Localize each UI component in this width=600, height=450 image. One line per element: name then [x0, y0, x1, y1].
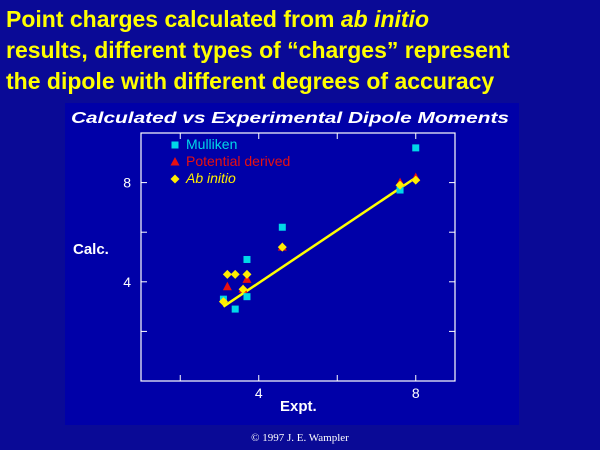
ab-initio-point [230, 269, 240, 279]
fit-layer [222, 176, 417, 308]
legend-marker-mulliken [171, 141, 179, 149]
ab-initio-point [277, 242, 287, 252]
ab-initio-point [238, 284, 248, 294]
mulliken-point [278, 223, 286, 231]
chart-title: Calculated vs Experimental Dipole Moment… [71, 110, 509, 127]
ticks: 4 8 4 8 [123, 133, 455, 401]
mulliken-point [396, 186, 404, 194]
ab-initio-point [218, 297, 228, 307]
ab-initio-point [222, 269, 232, 279]
slide-title: Point charges calculated from ab initio … [6, 4, 596, 97]
mulliken-point [231, 305, 239, 313]
legend-marker-potential-derived [170, 157, 180, 166]
mulliken-point [243, 255, 251, 263]
axes [140, 132, 456, 382]
title-line-2: results, different types of “charges” re… [6, 37, 510, 63]
legend-label-ab-initio: Ab initio [185, 170, 236, 186]
ab-initio-point [411, 175, 421, 185]
potential-derived-point [222, 281, 232, 291]
x-tick-label: 4 [255, 385, 263, 401]
y-tick-label: 8 [123, 175, 131, 191]
legend-label-mulliken: Mulliken [186, 136, 237, 152]
chart-panel: Calculated vs Experimental Dipole Moment… [65, 103, 519, 425]
ab-initio-point [242, 269, 252, 279]
mulliken-point [243, 293, 251, 301]
y-axis-label: Calc. [73, 241, 109, 258]
legend-marker-ab-initio [170, 174, 180, 184]
title-line-3: the dipole with different degrees of acc… [6, 68, 495, 94]
y-tick-label: 4 [123, 274, 131, 290]
dipole-scatter-chart: Calculated vs Experimental Dipole Moment… [71, 110, 509, 415]
legend-label-potential-derived: Potential derived [186, 153, 290, 169]
copyright-notice: © 1997 J. E. Wampler [251, 432, 349, 444]
mulliken-point [412, 144, 420, 152]
fit-line [222, 176, 417, 308]
x-axis-label: Expt. [280, 398, 317, 415]
x-tick-label: 8 [412, 385, 420, 401]
plot-frame [140, 132, 456, 382]
points-layer [218, 144, 421, 313]
ab-initio-point [395, 180, 405, 190]
title-line-1-italic: ab initio [340, 6, 430, 32]
title-line-1-prefix: Point charges calculated from [6, 6, 341, 32]
